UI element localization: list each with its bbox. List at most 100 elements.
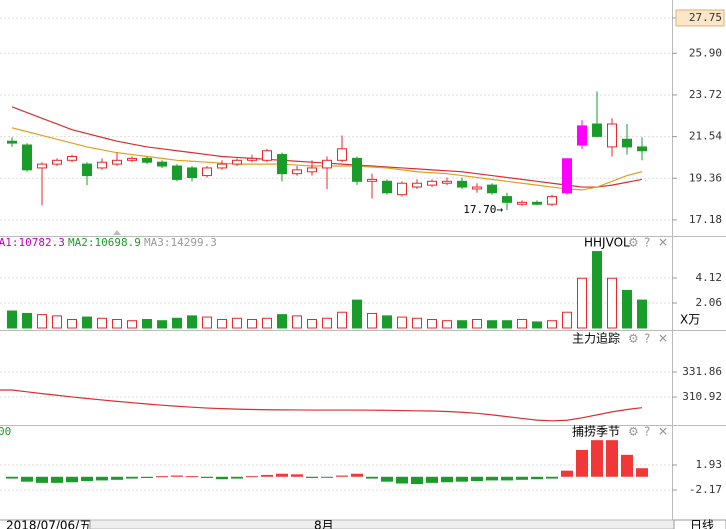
- histogram-bar: [291, 474, 303, 477]
- y-tick-label: 310.92: [682, 390, 722, 403]
- volume-bar: [562, 311, 572, 329]
- volume-bar: [487, 320, 497, 329]
- period-box[interactable]: [673, 519, 726, 529]
- y-tick-label: 17.18: [689, 213, 722, 226]
- period-label[interactable]: 日线: [690, 519, 714, 529]
- volume-bar: [472, 319, 482, 329]
- candle-body: [412, 182, 422, 188]
- volume-bar: [502, 320, 512, 329]
- y-tick-label: -2.17: [689, 483, 722, 496]
- histogram-bar: [426, 476, 438, 483]
- histogram-bar: [366, 476, 378, 479]
- date-label: 2018/07/06/五: [6, 519, 91, 529]
- help-icon[interactable]: ?: [644, 332, 650, 346]
- candle-body: [7, 140, 17, 144]
- histogram-bar: [381, 476, 393, 482]
- volume-bar: [352, 299, 362, 329]
- candle-body: [307, 167, 317, 173]
- volume-bar: [337, 311, 347, 329]
- candle-body: [82, 163, 92, 177]
- candle-body: [562, 158, 572, 194]
- panel-title: 捕捞季节: [572, 424, 620, 439]
- volume-bar: [382, 315, 392, 329]
- histogram-bar: [171, 475, 183, 477]
- candle-body: [382, 180, 392, 194]
- settings-icon[interactable]: ⚙: [628, 236, 639, 250]
- ma-label: MA2:10698.9: [68, 236, 141, 249]
- settings-icon[interactable]: ⚙: [628, 425, 639, 439]
- histogram-bar: [606, 440, 618, 477]
- month-label: 8月: [314, 519, 334, 529]
- histogram-bar: [591, 440, 603, 477]
- close-icon[interactable]: ✕: [658, 425, 668, 439]
- header-label: 00: [0, 425, 11, 438]
- candle-body: [547, 196, 557, 205]
- candle-body: [502, 196, 512, 203]
- candle-body: [337, 148, 347, 161]
- y-tick-label: 25.90: [689, 46, 722, 59]
- histogram-bar: [411, 476, 423, 485]
- volume-bar: [547, 320, 557, 329]
- indicator-line: [0, 389, 643, 422]
- candle-body: [22, 144, 32, 171]
- volume-bar: [532, 321, 542, 329]
- volume-bar: [7, 310, 17, 329]
- candle-body: [97, 161, 107, 169]
- histogram-bar: [351, 473, 363, 477]
- histogram-bar: [186, 476, 198, 478]
- candle-body: [592, 123, 602, 137]
- histogram-bar: [201, 476, 213, 478]
- volume-bar: [517, 319, 527, 329]
- candle-body: [517, 201, 527, 205]
- histogram-bar: [21, 476, 33, 482]
- histogram-bar: [621, 454, 633, 477]
- candle-body: [232, 159, 242, 165]
- candle-body: [322, 159, 332, 169]
- volume-bar: [37, 314, 47, 329]
- volume-bar: [22, 312, 32, 329]
- y-tick-label: 21.54: [689, 130, 722, 143]
- close-icon[interactable]: ✕: [658, 332, 668, 346]
- date-box: [0, 519, 91, 529]
- ma-label: MA1:10782.3: [0, 236, 65, 249]
- volume-bar: [202, 316, 212, 329]
- histogram-bar: [6, 476, 18, 479]
- volume-bar: [307, 319, 317, 329]
- volume-bar: [157, 320, 167, 329]
- histogram-bar: [111, 476, 123, 480]
- volume-bar: [607, 277, 617, 329]
- volume-bar: [367, 312, 377, 329]
- settings-icon[interactable]: ⚙: [628, 332, 639, 346]
- help-icon[interactable]: ?: [644, 425, 650, 439]
- volume-bar: [442, 320, 452, 329]
- histogram-bar: [246, 476, 258, 478]
- volume-bar: [187, 315, 197, 329]
- y-tick-label: 2.06: [696, 296, 723, 309]
- annotation: 17.70→: [463, 203, 503, 216]
- candle-body: [442, 180, 452, 184]
- volume-bar: [397, 316, 407, 329]
- close-icon[interactable]: ✕: [658, 236, 668, 250]
- candle-body: [247, 157, 257, 161]
- histogram-bar: [231, 476, 243, 479]
- candle-body: [112, 159, 122, 165]
- candle-body: [472, 186, 482, 190]
- volume-bar: [592, 251, 602, 329]
- histogram-bar: [126, 476, 138, 479]
- candle-body: [367, 178, 377, 182]
- volume-bar: [262, 317, 272, 329]
- volume-bar: [292, 315, 302, 329]
- candle-body: [487, 184, 497, 194]
- histogram-bar: [141, 476, 153, 478]
- histogram-bar: [546, 476, 558, 479]
- help-icon[interactable]: ?: [644, 236, 650, 250]
- panel-icons: ⚙? ✕ ⚙? ✕ ⚙? ✕: [628, 236, 668, 439]
- histogram-bar: [276, 473, 288, 477]
- candle-body: [577, 125, 587, 146]
- histogram-bar: [501, 476, 513, 481]
- volume-bar: [97, 317, 107, 329]
- histogram-bar: [261, 474, 273, 477]
- volume-bar: [577, 277, 587, 329]
